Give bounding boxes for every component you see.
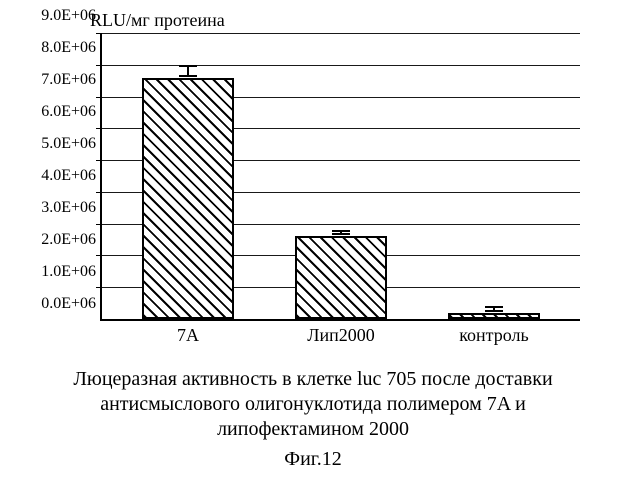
error-cap-bottom <box>332 233 350 235</box>
y-axis: 9.0E+068.0E+067.0E+066.0E+065.0E+064.0E+… <box>20 25 100 313</box>
y-axis-title: RLU/мг протеина <box>90 10 606 31</box>
error-cap-bottom <box>179 75 197 77</box>
x-label: Лип2000 <box>307 325 374 346</box>
bar-hatch <box>144 80 232 318</box>
x-label: 7A <box>177 325 199 346</box>
figure-label: Фиг.12 <box>20 448 606 471</box>
error-cap-top <box>332 230 350 232</box>
bar <box>295 236 387 319</box>
caption: Люцеразная активность в клетке luc 705 п… <box>20 367 606 442</box>
bar-hatch <box>450 315 538 317</box>
bar-hatch <box>297 238 385 317</box>
error-cap-top <box>179 65 197 67</box>
bars-layer <box>102 33 580 319</box>
plot-row: 9.0E+068.0E+067.0E+066.0E+065.0E+064.0E+… <box>20 33 606 321</box>
x-axis-labels: 7A Лип2000 контроль <box>102 321 582 347</box>
error-cap-bottom <box>485 310 503 312</box>
x-label: контроль <box>459 325 529 346</box>
plot-area <box>100 33 580 321</box>
bar <box>142 78 234 320</box>
chart-container: RLU/мг протеина 9.0E+068.0E+067.0E+066.0… <box>20 10 606 471</box>
error-cap-top <box>485 306 503 308</box>
bar <box>448 313 540 319</box>
